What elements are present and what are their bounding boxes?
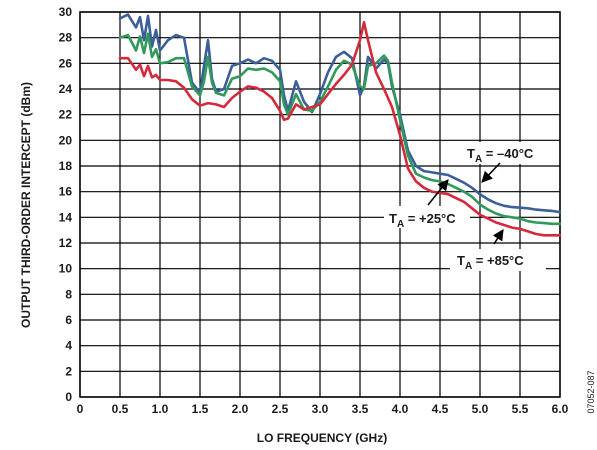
y-tick-label: 18	[59, 159, 73, 173]
annotation-background	[384, 206, 470, 228]
x-tick-label: 4.0	[392, 402, 409, 416]
y-tick-label: 12	[59, 236, 73, 250]
annotation-minus40-sub: A	[475, 154, 482, 165]
y-tick-label: 16	[59, 185, 73, 199]
x-tick-label: 0.5	[112, 402, 129, 416]
y-tick-label: 24	[59, 82, 73, 96]
annotation-plus85-sub: A	[465, 261, 472, 272]
y-tick-label: 8	[65, 287, 72, 301]
annotation-background	[450, 249, 546, 271]
annotation-arrow	[427, 179, 449, 206]
y-tick-label: 28	[59, 31, 73, 45]
y-axis-label: OUTPUT THIRD-ORDER INTERCEPT (dBm)	[19, 82, 33, 328]
y-tick-label: 4	[65, 339, 72, 353]
annotation-arrow	[481, 162, 501, 183]
annotation-plus25: TA = +25°C	[389, 211, 456, 230]
figure-number: 07052-087	[586, 370, 596, 413]
annotation-background	[459, 142, 551, 164]
y-tick-label: 0	[65, 390, 72, 404]
x-tick-label: 1.0	[152, 402, 169, 416]
y-tick-label: 20	[59, 133, 73, 147]
series-line-0	[118, 13, 562, 214]
y-tick-label: 14	[59, 210, 73, 224]
annotation-plus85-prefix: T	[457, 253, 465, 268]
x-tick-label: 4.5	[432, 402, 449, 416]
annotation-plus85: TA = +85°C	[457, 253, 524, 272]
x-tick-label: 3.0	[312, 402, 329, 416]
annotation-arrows	[427, 162, 504, 245]
y-tick-label: 26	[59, 56, 73, 70]
annotation-minus40-prefix: T	[467, 146, 475, 161]
x-tick-label: 1.5	[192, 402, 209, 416]
plot-frame	[79, 11, 561, 398]
annotation-minus40-suffix: = –40°C	[482, 146, 534, 161]
x-tick-label: 0	[77, 402, 84, 416]
annotation-plus85-suffix: = +85°C	[472, 253, 524, 268]
y-tick-label: 6	[65, 313, 72, 327]
y-tick-label: 2	[65, 364, 72, 378]
annotation-plus25-prefix: T	[389, 211, 397, 226]
x-tick-label: 6.0	[552, 402, 569, 416]
annotation-plus25-sub: A	[397, 219, 404, 230]
x-tick-label: 2.5	[272, 402, 289, 416]
x-tick-label: 5.0	[472, 402, 489, 416]
series-lines	[118, 13, 562, 237]
annotation-arrow	[492, 229, 504, 245]
grid-lines	[79, 11, 561, 398]
x-tick-label: 2.0	[232, 402, 249, 416]
y-tick-label: 30	[59, 5, 73, 19]
x-axis-label: LO FREQUENCY (GHz)	[257, 431, 387, 445]
x-tick-labels: 0 0.5 1.0 1.5 2.0 2.5 3.0 3.5 4.0 4.5 5.0 5.5 6.0	[77, 402, 569, 416]
x-tick-label: 5.5	[512, 402, 529, 416]
y-tick-label: 22	[59, 108, 73, 122]
x-tick-label: 3.5	[352, 402, 369, 416]
annotation-minus40: TA = –40°C	[467, 146, 534, 165]
annotation-plus25-suffix: = +25°C	[404, 211, 456, 226]
series-line-1	[118, 32, 562, 226]
series-line-2	[118, 21, 562, 237]
y-tick-label: 10	[59, 262, 73, 276]
